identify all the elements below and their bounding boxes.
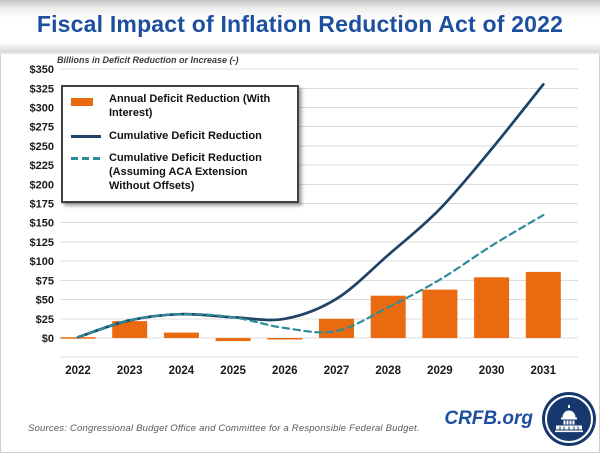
- title-banner: Fiscal Impact of Inflation Reduction Act…: [0, 0, 600, 54]
- x-axis-tick-label-2029: 2029: [427, 365, 453, 377]
- y-axis-tick-label-275: $275: [30, 122, 54, 134]
- x-axis-tick-label-2023: 2023: [117, 365, 143, 377]
- y-axis-tick-label-200: $200: [30, 179, 54, 191]
- x-axis-tick-label-2027: 2027: [324, 365, 350, 377]
- legend-item-cumulative: Cumulative Deficit Reduction: [71, 130, 289, 144]
- axis-units-label: Billions in Deficit Reduction or Increas…: [57, 55, 239, 65]
- x-axis-tick-label-2026: 2026: [272, 365, 298, 377]
- x-axis-tick-label-2022: 2022: [65, 365, 91, 377]
- bar-2026: [267, 338, 303, 340]
- legend-bar-swatch-icon: [71, 98, 93, 106]
- y-axis-tick-label-50: $50: [36, 295, 54, 307]
- y-axis-tick-label-175: $175: [30, 199, 54, 211]
- y-axis-tick-label-100: $100: [30, 256, 54, 268]
- crfb-logo: CRFB.org: [444, 392, 596, 446]
- x-axis-tick-label-2028: 2028: [375, 365, 401, 377]
- cumulative-deficit-reduction-line: [76, 83, 545, 339]
- chart-title: Fiscal Impact of Inflation Reduction Act…: [36, 11, 564, 37]
- x-axis-tick-label-2024: 2024: [169, 365, 195, 377]
- bar-2023: [112, 321, 148, 338]
- y-axis-tick-label-25: $25: [36, 314, 54, 326]
- legend-label-annual: Annual Deficit Reduction (With Interest): [109, 93, 271, 119]
- y-axis-tick-label-350: $350: [30, 64, 54, 76]
- bar-2028: [370, 295, 406, 338]
- y-axis-tick-label-75: $75: [36, 275, 54, 287]
- x-axis-tick-label-2025: 2025: [220, 365, 246, 377]
- capitol-icon: [542, 392, 596, 446]
- legend-label-cumulative: Cumulative Deficit Reduction: [109, 129, 262, 142]
- bar-2024: [163, 332, 199, 338]
- aca-extension-cumulative-line: [76, 214, 545, 339]
- y-axis-tick-label-325: $325: [30, 83, 54, 95]
- y-axis-tick-label-150: $150: [30, 218, 54, 230]
- x-axis-tick-label-2030: 2030: [479, 365, 505, 377]
- chart-legend: Annual Deficit Reduction (With Interest)…: [61, 85, 299, 203]
- crfb-logo-text: CRFB.org: [444, 408, 533, 429]
- legend-item-aca-extension: Cumulative Deficit Reduction (Assuming A…: [71, 152, 289, 193]
- legend-dashed-line-swatch-icon: [71, 157, 101, 161]
- legend-solid-line-swatch-icon: [71, 134, 101, 138]
- legend-label-aca-extension: Cumulative Deficit Reduction (Assuming A…: [109, 152, 262, 192]
- bar-2031: [525, 271, 561, 338]
- y-axis-tick-label-250: $250: [30, 141, 54, 153]
- y-axis-tick-label-125: $125: [30, 237, 54, 249]
- y-axis-tick-label-300: $300: [30, 103, 54, 115]
- source-note: Sources: Congressional Budget Office and…: [28, 423, 420, 434]
- x-axis-tick-label-2031: 2031: [531, 365, 557, 377]
- y-axis-tick-label-0: $0: [42, 333, 54, 345]
- bar-2029: [422, 289, 458, 338]
- bar-2030: [474, 277, 510, 338]
- bar-2025: [215, 338, 251, 342]
- y-axis-tick-label-225: $225: [30, 160, 54, 172]
- legend-item-annual: Annual Deficit Reduction (With Interest): [71, 93, 289, 121]
